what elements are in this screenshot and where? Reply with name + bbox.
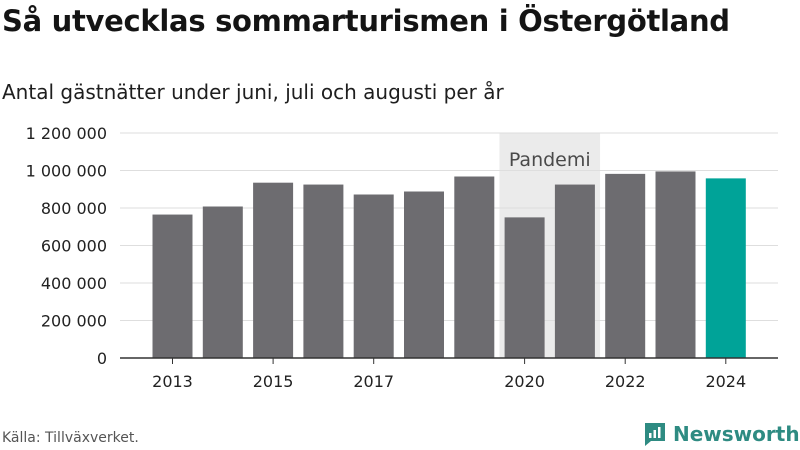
x-tick-label: 2015 [253, 372, 294, 391]
bar-2023 [655, 171, 696, 358]
newsworthy-logo-icon [645, 423, 665, 446]
x-tick-label: 2020 [504, 372, 545, 391]
brand-name: Newsworthy [673, 422, 800, 446]
bar-2013 [152, 214, 193, 358]
bar-2019 [454, 176, 495, 358]
y-tick-label: 0 [97, 349, 107, 368]
x-tick-label: 2022 [605, 372, 646, 391]
bar-2016 [303, 184, 344, 358]
y-tick-label: 600 000 [41, 237, 107, 256]
source-note: Källa: Tillväxverket. [2, 430, 139, 446]
bar-chart: 0 200 000 400 000 600 000 800 000 1 000 000 1 … [26, 124, 778, 391]
bar-2014 [202, 206, 243, 358]
bar-2021 [554, 184, 595, 358]
y-tick-label: 1 000 000 [26, 162, 107, 181]
y-tick-label: 1 200 000 [26, 124, 107, 143]
pandemic-label: Pandemi [509, 149, 591, 171]
y-tick-label: 400 000 [41, 274, 107, 293]
bar-2015 [253, 182, 294, 358]
bar-2017 [353, 194, 394, 358]
x-tick-label: 2024 [705, 372, 746, 391]
bar-2020 [504, 217, 545, 358]
y-tick-label: 200 000 [41, 312, 107, 331]
bar-2022 [605, 173, 646, 358]
bar-2018 [404, 191, 444, 358]
x-tick-label: 2017 [353, 372, 394, 391]
chart-subtitle: Antal gästnätter under juni, juli och au… [2, 80, 504, 104]
y-tick-label: 800 000 [41, 199, 107, 218]
x-tick-label: 2013 [152, 372, 193, 391]
chart-title: Så utvecklas sommarturismen i Östergötla… [2, 4, 730, 38]
bar-2024 [705, 178, 746, 358]
brand-logo: Newsworthy [643, 420, 800, 448]
